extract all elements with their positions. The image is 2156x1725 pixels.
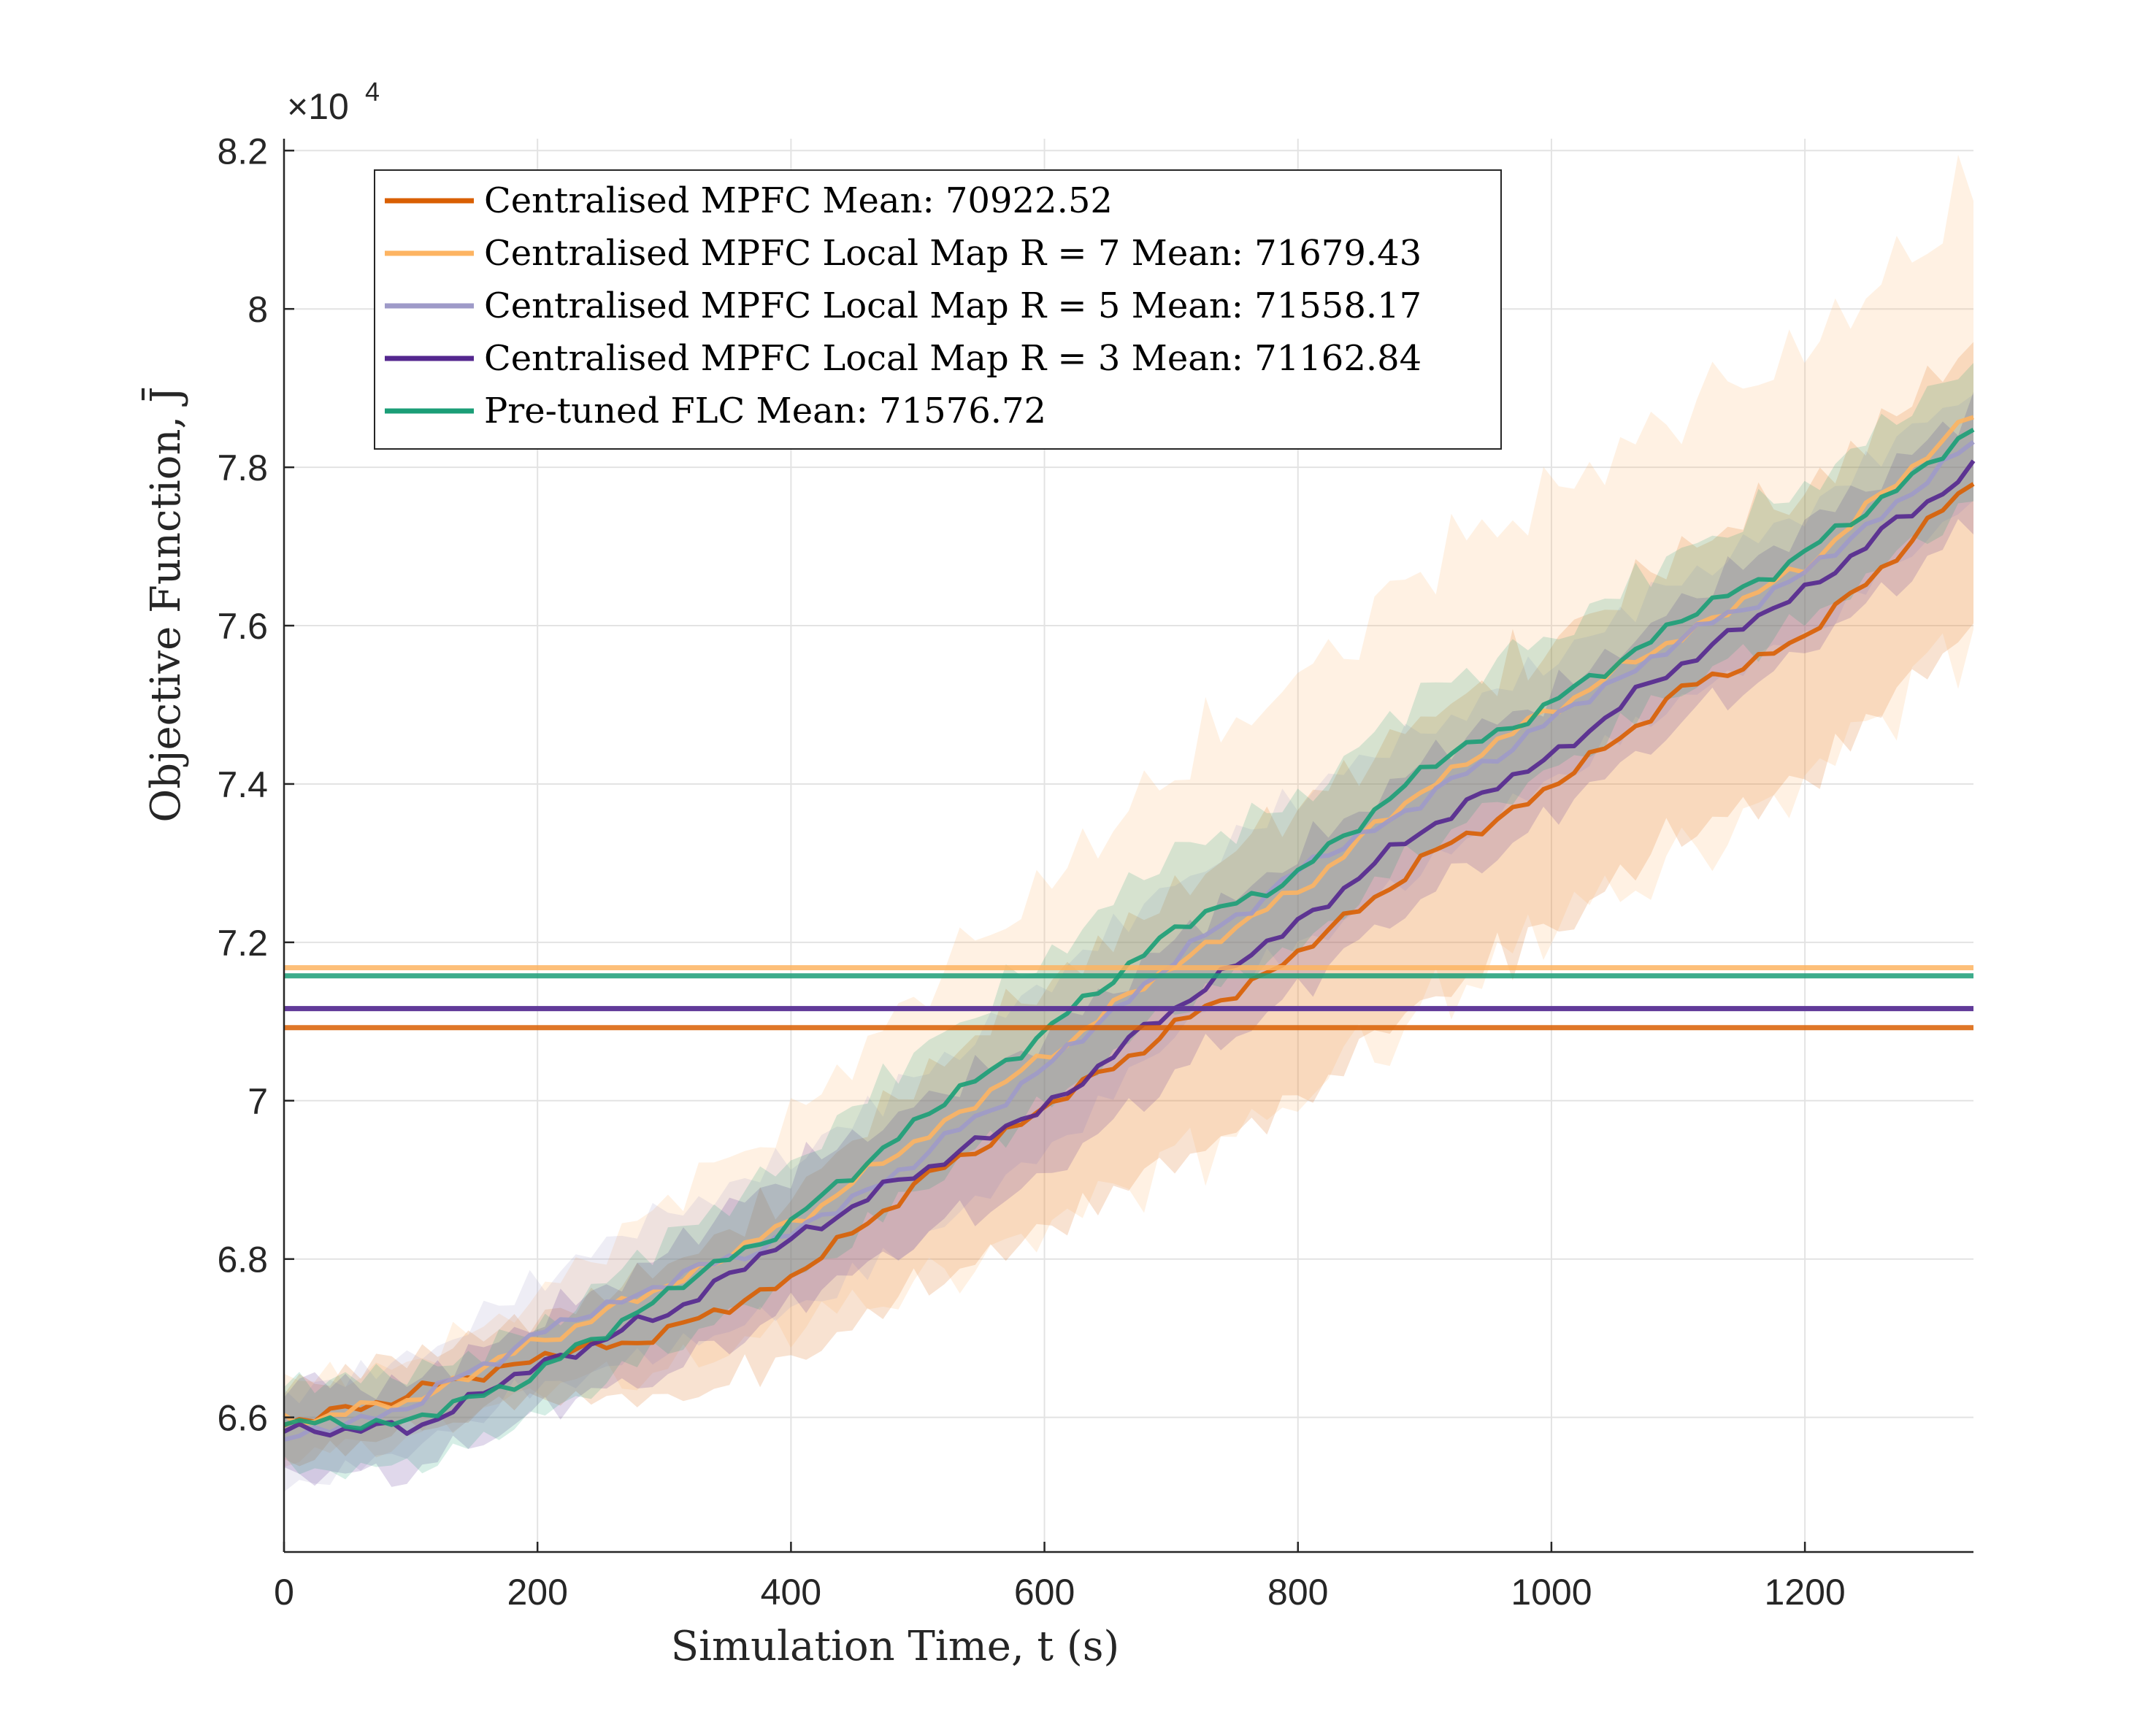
series-lines <box>283 415 1976 1442</box>
x-tick-label: 0 <box>274 1572 294 1613</box>
legend-entry: Pre-tuned FLC Mean: 71576.72 <box>484 391 1046 431</box>
legend-entry: Centralised MPFC Local Map R = 3 Mean: 7… <box>484 338 1422 379</box>
series-line <box>283 439 1975 1442</box>
y-tick-label: 7.8 <box>217 447 268 488</box>
series-band <box>284 342 1973 1467</box>
legend-entry: Centralised MPFC Mean: 70922.52 <box>484 180 1113 221</box>
series-line <box>283 427 1975 1431</box>
x-tick-label: 1000 <box>1511 1572 1592 1613</box>
y-tick-label: 7 <box>248 1081 268 1122</box>
legend: Centralised MPFC Mean: 70922.52 Centralis… <box>374 169 1502 450</box>
legend-entry: Centralised MPFC Local Map R = 7 Mean: 7… <box>484 233 1422 274</box>
x-tick-label: 800 <box>1267 1572 1328 1613</box>
y-tick-label: 6.6 <box>217 1398 268 1439</box>
series-bands <box>284 154 1973 1492</box>
series-band <box>284 154 1973 1467</box>
y-tick-label: 7.4 <box>217 764 268 805</box>
series-band <box>284 363 1973 1480</box>
y-tick-label: 6.8 <box>217 1240 268 1280</box>
x-tick-label: 400 <box>761 1572 821 1613</box>
y-tick-label: 7.6 <box>217 606 268 647</box>
y-axis-label: Objective Function, J̄ <box>141 386 190 822</box>
legend-entry: Centralised MPFC Local Map R = 5 Mean: 7… <box>484 285 1422 326</box>
y-exponent-base: ×10 <box>287 86 349 127</box>
series-band <box>284 394 1973 1492</box>
y-exponent: ×10 4 <box>287 77 380 127</box>
axes <box>283 139 1973 1553</box>
mean-lines <box>284 965 1973 1031</box>
x-axis-label: Simulation Time, t (s) <box>671 1623 1120 1670</box>
y-tick-label: 8.2 <box>217 131 268 172</box>
y-exponent-power: 4 <box>365 77 380 107</box>
y-tick-label: 7.2 <box>217 923 268 964</box>
y-tick-label: 8 <box>248 289 268 330</box>
tick-labels: 0 200 400 600 800 1000 1200 6.6 6.8 7 7.2 7.4 7.6 7.8… <box>217 131 1845 1613</box>
x-tick-label: 200 <box>507 1572 567 1613</box>
x-tick-label: 1200 <box>1765 1572 1846 1613</box>
legend-box <box>374 169 1502 450</box>
x-tick-label: 600 <box>1014 1572 1075 1613</box>
